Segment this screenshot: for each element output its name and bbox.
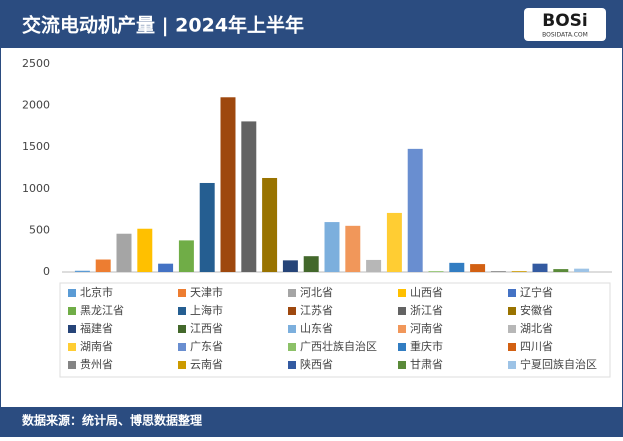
bar [303,256,319,272]
legend-label: 天津市 [190,285,223,299]
bar [532,263,548,272]
legend-label: 甘肃省 [410,358,443,371]
legend-swatch [178,361,186,369]
bar [324,222,340,272]
y-tick-label: 1000 [22,182,50,195]
bar [553,269,569,272]
header [0,0,623,48]
legend-swatch [398,343,406,351]
legend-swatch [68,325,76,333]
legend-label: 江苏省 [300,304,333,317]
legend-swatch [398,361,406,369]
legend-swatch [508,289,516,297]
legend-label: 山东省 [300,322,333,335]
legend-swatch [398,325,406,333]
bar [345,225,361,272]
legend-label: 福建省 [80,321,113,335]
logo-name: BOSi [542,11,587,31]
legend-swatch [398,307,406,315]
bar [574,268,590,272]
legend-label: 上海市 [190,303,223,317]
legend-swatch [68,343,76,351]
bar [74,270,90,272]
legend-label: 广东省 [190,340,223,353]
legend-label: 黑龙江省 [80,304,124,317]
bar [95,259,111,272]
y-tick-label: 2000 [22,99,50,112]
logo-site: BOSIDATA.COM [542,32,588,39]
source: 数据来源：统计局、博思数据整理 [22,413,202,428]
y-tick-label: 1500 [22,140,50,153]
bar [116,233,132,272]
legend-label: 山西省 [410,286,443,299]
bar [428,271,444,272]
legend-swatch [288,289,296,297]
y-tick-label: 2500 [22,57,50,70]
legend-label: 安徽省 [520,303,553,317]
y-tick-label: 500 [29,223,50,236]
footer [0,407,623,437]
bar [449,262,465,272]
bar [137,228,153,272]
bar [262,177,278,272]
legend-swatch [398,289,406,297]
legend-swatch [288,361,296,369]
bar [220,97,236,272]
logo-box [524,8,606,41]
legend-label: 重庆市 [410,339,443,353]
bar [158,263,174,272]
legend-swatch [178,343,186,351]
legend-swatch [288,307,296,315]
bar [490,271,506,272]
legend-label: 浙江省 [410,304,443,317]
legend-swatch [508,325,516,333]
legend-swatch [178,325,186,333]
legend-label: 北京市 [80,285,113,299]
legend-label: 宁夏回族自治区 [520,357,597,371]
legend-swatch [178,307,186,315]
legend-label: 湖南省 [80,340,113,353]
legend-label: 陕西省 [300,357,333,371]
legend-label: 河北省 [300,286,333,299]
legend-swatch [508,307,516,315]
legend-swatch [288,325,296,333]
legend-label: 四川省 [520,340,553,353]
bar [199,182,215,272]
legend-box [59,282,611,378]
legend-swatch [508,343,516,351]
legend-swatch [68,289,76,297]
legend-label: 辽宁省 [520,285,553,299]
legend-label: 湖北省 [520,322,553,335]
legend-swatch [508,361,516,369]
legend-swatch [178,289,186,297]
bar [407,148,423,272]
legend-label: 广西壮族自治区 [300,339,377,353]
bar [282,260,298,272]
bar [366,259,382,272]
bar [386,212,402,272]
legend-label: 江西省 [190,322,223,335]
bar [178,240,194,272]
bar [511,271,527,272]
legend-swatch [288,343,296,351]
legend-label: 贵州省 [80,358,113,371]
bar [470,264,486,272]
chart-title: 交流电动机产量 | 2024年上半年 [22,14,304,37]
legend-label: 云南省 [190,358,223,371]
legend-swatch [68,361,76,369]
legend-label: 河南省 [410,322,443,335]
bar [241,121,257,273]
y-tick-label: 0 [43,265,50,278]
legend-swatch [68,307,76,315]
